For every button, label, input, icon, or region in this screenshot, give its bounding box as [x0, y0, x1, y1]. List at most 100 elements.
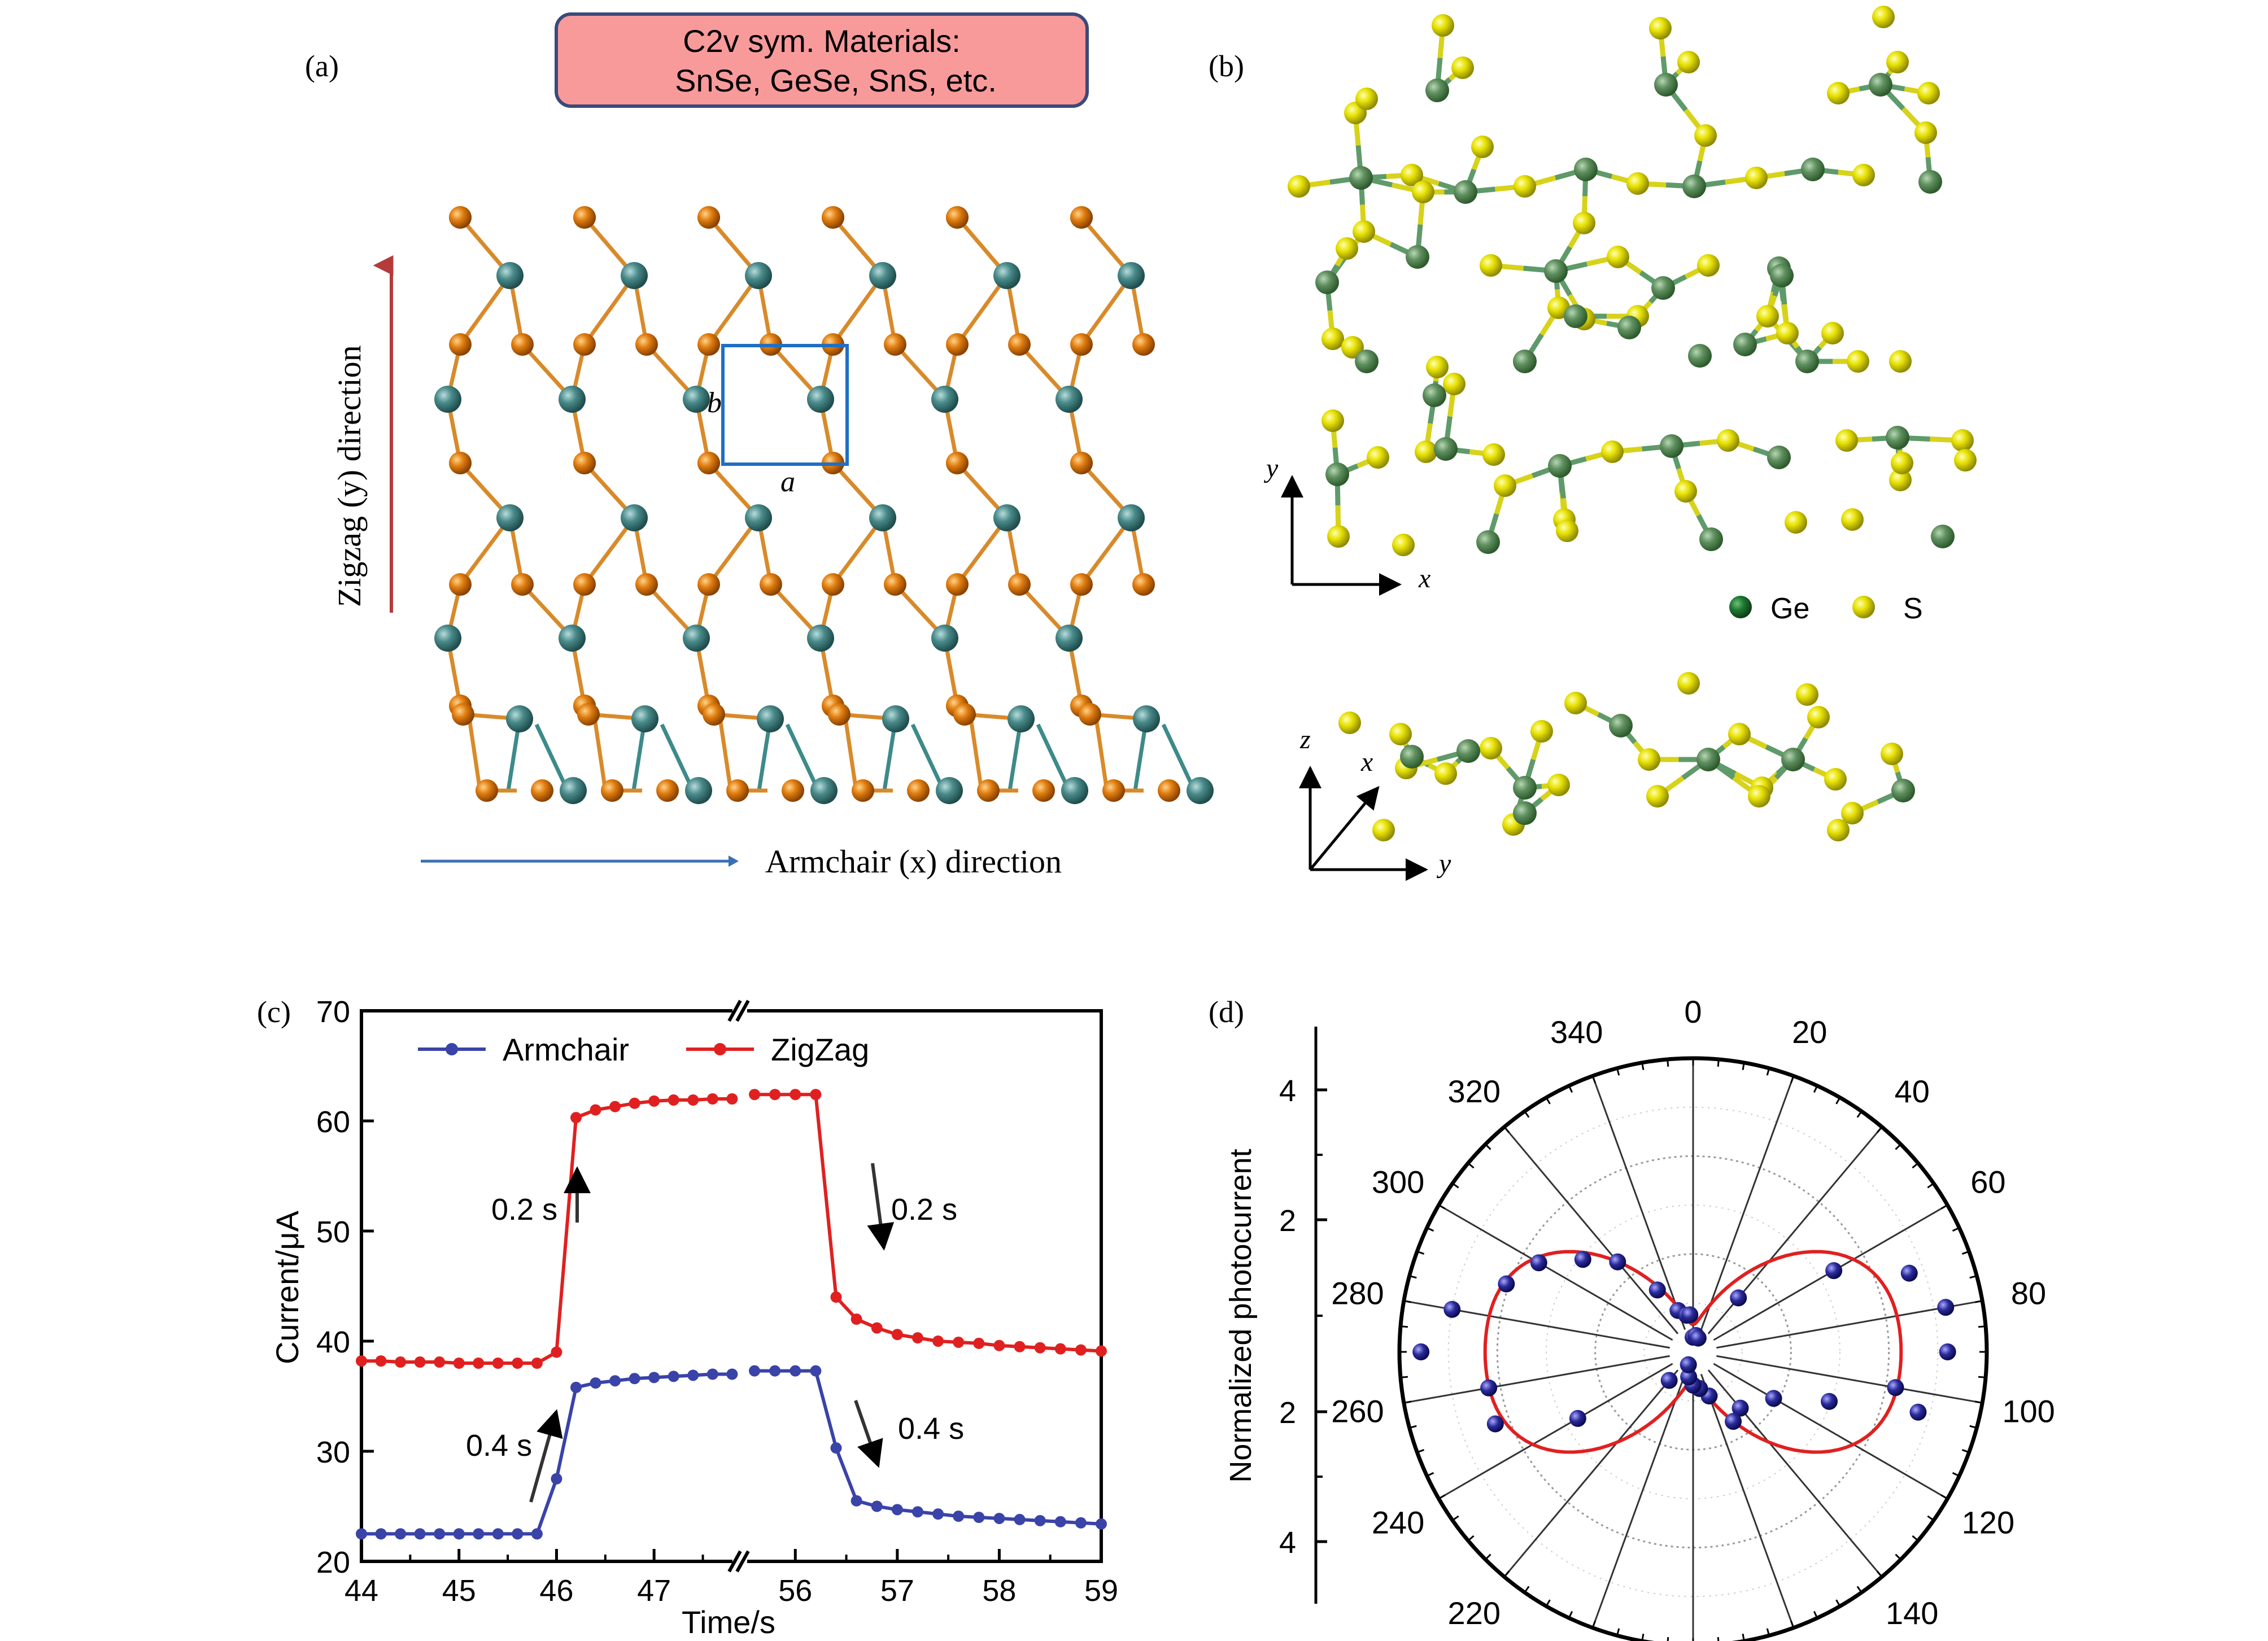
side-metal-atom [1133, 705, 1160, 732]
sulfur-atom [1341, 336, 1364, 359]
lattice-bond [956, 274, 1009, 346]
sulfur-atom [1694, 124, 1717, 147]
angle-spoke [1438, 1351, 1694, 1500]
outer-ring-tick [1978, 1325, 1986, 1328]
side-bond [592, 714, 608, 791]
outer-ring-tick [1895, 1144, 1901, 1150]
germanium-atom [1574, 158, 1598, 181]
lattice-bond [1080, 516, 1133, 586]
ges-legend: Ge S [1729, 592, 1923, 625]
outer-ring-tick [1591, 1075, 1597, 1084]
data-point-armchair [668, 1371, 679, 1382]
sulfur-atom [1353, 220, 1375, 243]
data-point-zigzag [1096, 1345, 1107, 1357]
outer-ring-tick [1856, 1586, 1863, 1593]
sulfur-atom [1835, 429, 1858, 452]
data-point-zigzag [570, 1112, 582, 1124]
data-point-zigzag [492, 1358, 504, 1369]
angle-spoke [1693, 1204, 1948, 1353]
metal-atom [745, 504, 772, 531]
sulfur-atom [1443, 373, 1466, 395]
outer-ring-tick [1400, 1325, 1408, 1328]
banner-line2: SnSe, GeSe, SnS, etc. [675, 63, 997, 98]
chalcogen-atom [1070, 452, 1093, 474]
legend-label-armchair: Armchair [503, 1032, 629, 1067]
x-tick-label: 44 [344, 1574, 378, 1608]
sulfur-atom [1872, 6, 1895, 28]
sulfur-atom [1601, 440, 1624, 463]
metal-atom [621, 504, 648, 531]
sulfur-atom [1494, 474, 1516, 497]
outer-ring-tick [1912, 1535, 1919, 1542]
metal-atom [621, 262, 648, 289]
data-point-zigzag [1075, 1344, 1087, 1356]
data-point [1730, 1289, 1747, 1307]
outer-ring-tick [1545, 1599, 1551, 1607]
chain-sulfur-atom [1434, 762, 1457, 785]
sulfur-atom [1821, 322, 1844, 344]
chain-germanium-atom [1609, 714, 1633, 737]
lattice-bond [707, 274, 760, 346]
side-chalcogen-atom [1079, 703, 1101, 726]
sulfur-atom [1401, 164, 1423, 186]
data-point-zigzag [1014, 1341, 1026, 1352]
chalcogen-atom [697, 206, 720, 229]
chart-c-frame [360, 1009, 1103, 1563]
sulfur-atom [1514, 175, 1536, 198]
y-tick-label: 40 [316, 1325, 350, 1359]
data-point-zigzag [726, 1093, 738, 1105]
material-banner: C2v sym. Materials: SnSe, GeSe, SnS, etc… [555, 12, 1089, 108]
data-point-armchair [1054, 1516, 1066, 1527]
angle-spoke [1692, 1126, 1883, 1352]
sulfur-atom [1847, 350, 1869, 373]
lattice-bond [707, 516, 760, 586]
outer-ring-tick [1835, 1599, 1841, 1607]
angle-spoke [1693, 1351, 1983, 1404]
side-chalcogen-atom [531, 779, 553, 802]
outer-ring-tick [1545, 1097, 1551, 1105]
sulfur-atom [1889, 350, 1912, 373]
data-point [1486, 1415, 1504, 1433]
data-point-armchair [769, 1365, 781, 1377]
side-bond [717, 714, 733, 791]
metal-atom [683, 386, 710, 413]
germanium-atom [1355, 350, 1379, 373]
chalcogen-atom [822, 573, 844, 596]
data-point-zigzag [395, 1356, 407, 1368]
sulfur-atom [1649, 17, 1672, 40]
x-tick-label: 56 [778, 1574, 812, 1608]
side-bond [843, 714, 858, 791]
data-point-armchair [414, 1528, 426, 1540]
outer-ring-tick [1427, 1472, 1434, 1477]
zigzag-direction-label: Zigzag (y) direction [331, 345, 368, 607]
chalcogen-atom [760, 573, 782, 596]
data-point [1574, 1251, 1591, 1268]
sulfur-atom [1886, 51, 1909, 73]
data-point-zigzag [851, 1313, 862, 1325]
data-point-armchair [473, 1528, 485, 1540]
chalcogen-atom [573, 333, 596, 356]
data-point-zigzag [668, 1094, 679, 1106]
side-chalcogen-atom [726, 779, 749, 802]
side-bond [1036, 723, 1071, 792]
data-point-armchair [932, 1508, 944, 1520]
data-point-zigzag [871, 1322, 883, 1334]
side-metal-atom [685, 777, 712, 804]
data-point-armchair [1075, 1517, 1087, 1529]
radial-tick-label: 2 [1279, 1396, 1296, 1430]
lattice-bond [956, 516, 1009, 586]
angle-tick-label: 280 [1331, 1275, 1384, 1311]
annotation-arrow [529, 1409, 563, 1503]
side-chalcogen-atom [907, 779, 930, 802]
angle-tick-label: 320 [1448, 1073, 1501, 1109]
chalcogen-atom [884, 333, 906, 356]
sulfur-atom [1367, 446, 1389, 469]
sulfur-atom [1480, 254, 1502, 277]
outer-ring-tick [1503, 1126, 1510, 1133]
angle-spoke [1503, 1351, 1694, 1578]
outer-ring-tick [1912, 1162, 1919, 1169]
angle-tick-label: 40 [1895, 1073, 1930, 1109]
axis-bottom-y: y [1436, 849, 1451, 879]
outer-ring-tick [1438, 1494, 1446, 1500]
germanium-atom [1918, 170, 1942, 194]
